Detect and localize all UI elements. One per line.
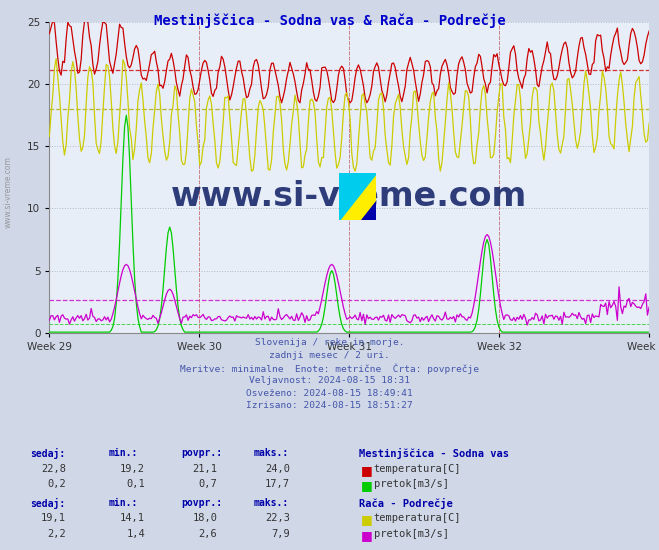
- Text: www.si-vreme.com: www.si-vreme.com: [3, 157, 13, 228]
- Text: Veljavnost: 2024-08-15 18:31: Veljavnost: 2024-08-15 18:31: [249, 376, 410, 385]
- Text: Rača - Podrečje: Rača - Podrečje: [359, 498, 453, 509]
- Text: pretok[m3/s]: pretok[m3/s]: [374, 479, 449, 489]
- Text: 18,0: 18,0: [192, 513, 217, 523]
- Text: min.:: min.:: [109, 448, 138, 458]
- Text: www.si-vreme.com: www.si-vreme.com: [171, 179, 527, 212]
- Text: Slovenija / reke in morje.: Slovenija / reke in morje.: [255, 338, 404, 347]
- Text: ■: ■: [361, 513, 373, 526]
- Polygon shape: [361, 201, 376, 220]
- Text: temperatura[C]: temperatura[C]: [374, 464, 461, 474]
- Text: Mestinjščica - Sodna vas: Mestinjščica - Sodna vas: [359, 448, 509, 459]
- Text: Meritve: minimalne  Enote: metrične  Črta: povprečje: Meritve: minimalne Enote: metrične Črta:…: [180, 364, 479, 374]
- Text: 7,9: 7,9: [272, 529, 290, 538]
- Text: 2,2: 2,2: [47, 529, 66, 538]
- Text: 24,0: 24,0: [265, 464, 290, 474]
- Text: 22,3: 22,3: [265, 513, 290, 523]
- Text: 14,1: 14,1: [120, 513, 145, 523]
- Text: 2,6: 2,6: [199, 529, 217, 538]
- Text: 0,2: 0,2: [47, 479, 66, 489]
- Text: 1,4: 1,4: [127, 529, 145, 538]
- Text: ■: ■: [361, 464, 373, 477]
- Text: Izrisano: 2024-08-15 18:51:27: Izrisano: 2024-08-15 18:51:27: [246, 402, 413, 410]
- Text: ■: ■: [361, 529, 373, 542]
- Polygon shape: [339, 173, 376, 220]
- Text: maks.:: maks.:: [254, 448, 289, 458]
- Text: 21,1: 21,1: [192, 464, 217, 474]
- Text: povpr.:: povpr.:: [181, 498, 222, 508]
- Text: Mestinjščica - Sodna vas & Rača - Podrečje: Mestinjščica - Sodna vas & Rača - Podreč…: [154, 14, 505, 28]
- Polygon shape: [339, 173, 376, 220]
- Text: sedaj:: sedaj:: [30, 448, 65, 459]
- Text: sedaj:: sedaj:: [30, 498, 65, 509]
- Text: 22,8: 22,8: [41, 464, 66, 474]
- Text: min.:: min.:: [109, 498, 138, 508]
- Text: maks.:: maks.:: [254, 498, 289, 508]
- Text: 0,1: 0,1: [127, 479, 145, 489]
- Text: 0,7: 0,7: [199, 479, 217, 489]
- Text: pretok[m3/s]: pretok[m3/s]: [374, 529, 449, 538]
- Text: temperatura[C]: temperatura[C]: [374, 513, 461, 523]
- Text: ■: ■: [361, 479, 373, 492]
- Text: povpr.:: povpr.:: [181, 448, 222, 458]
- Text: 17,7: 17,7: [265, 479, 290, 489]
- Text: 19,1: 19,1: [41, 513, 66, 523]
- Text: zadnji mesec / 2 uri.: zadnji mesec / 2 uri.: [269, 351, 390, 360]
- Text: Osveženo: 2024-08-15 18:49:41: Osveženo: 2024-08-15 18:49:41: [246, 389, 413, 398]
- Text: 19,2: 19,2: [120, 464, 145, 474]
